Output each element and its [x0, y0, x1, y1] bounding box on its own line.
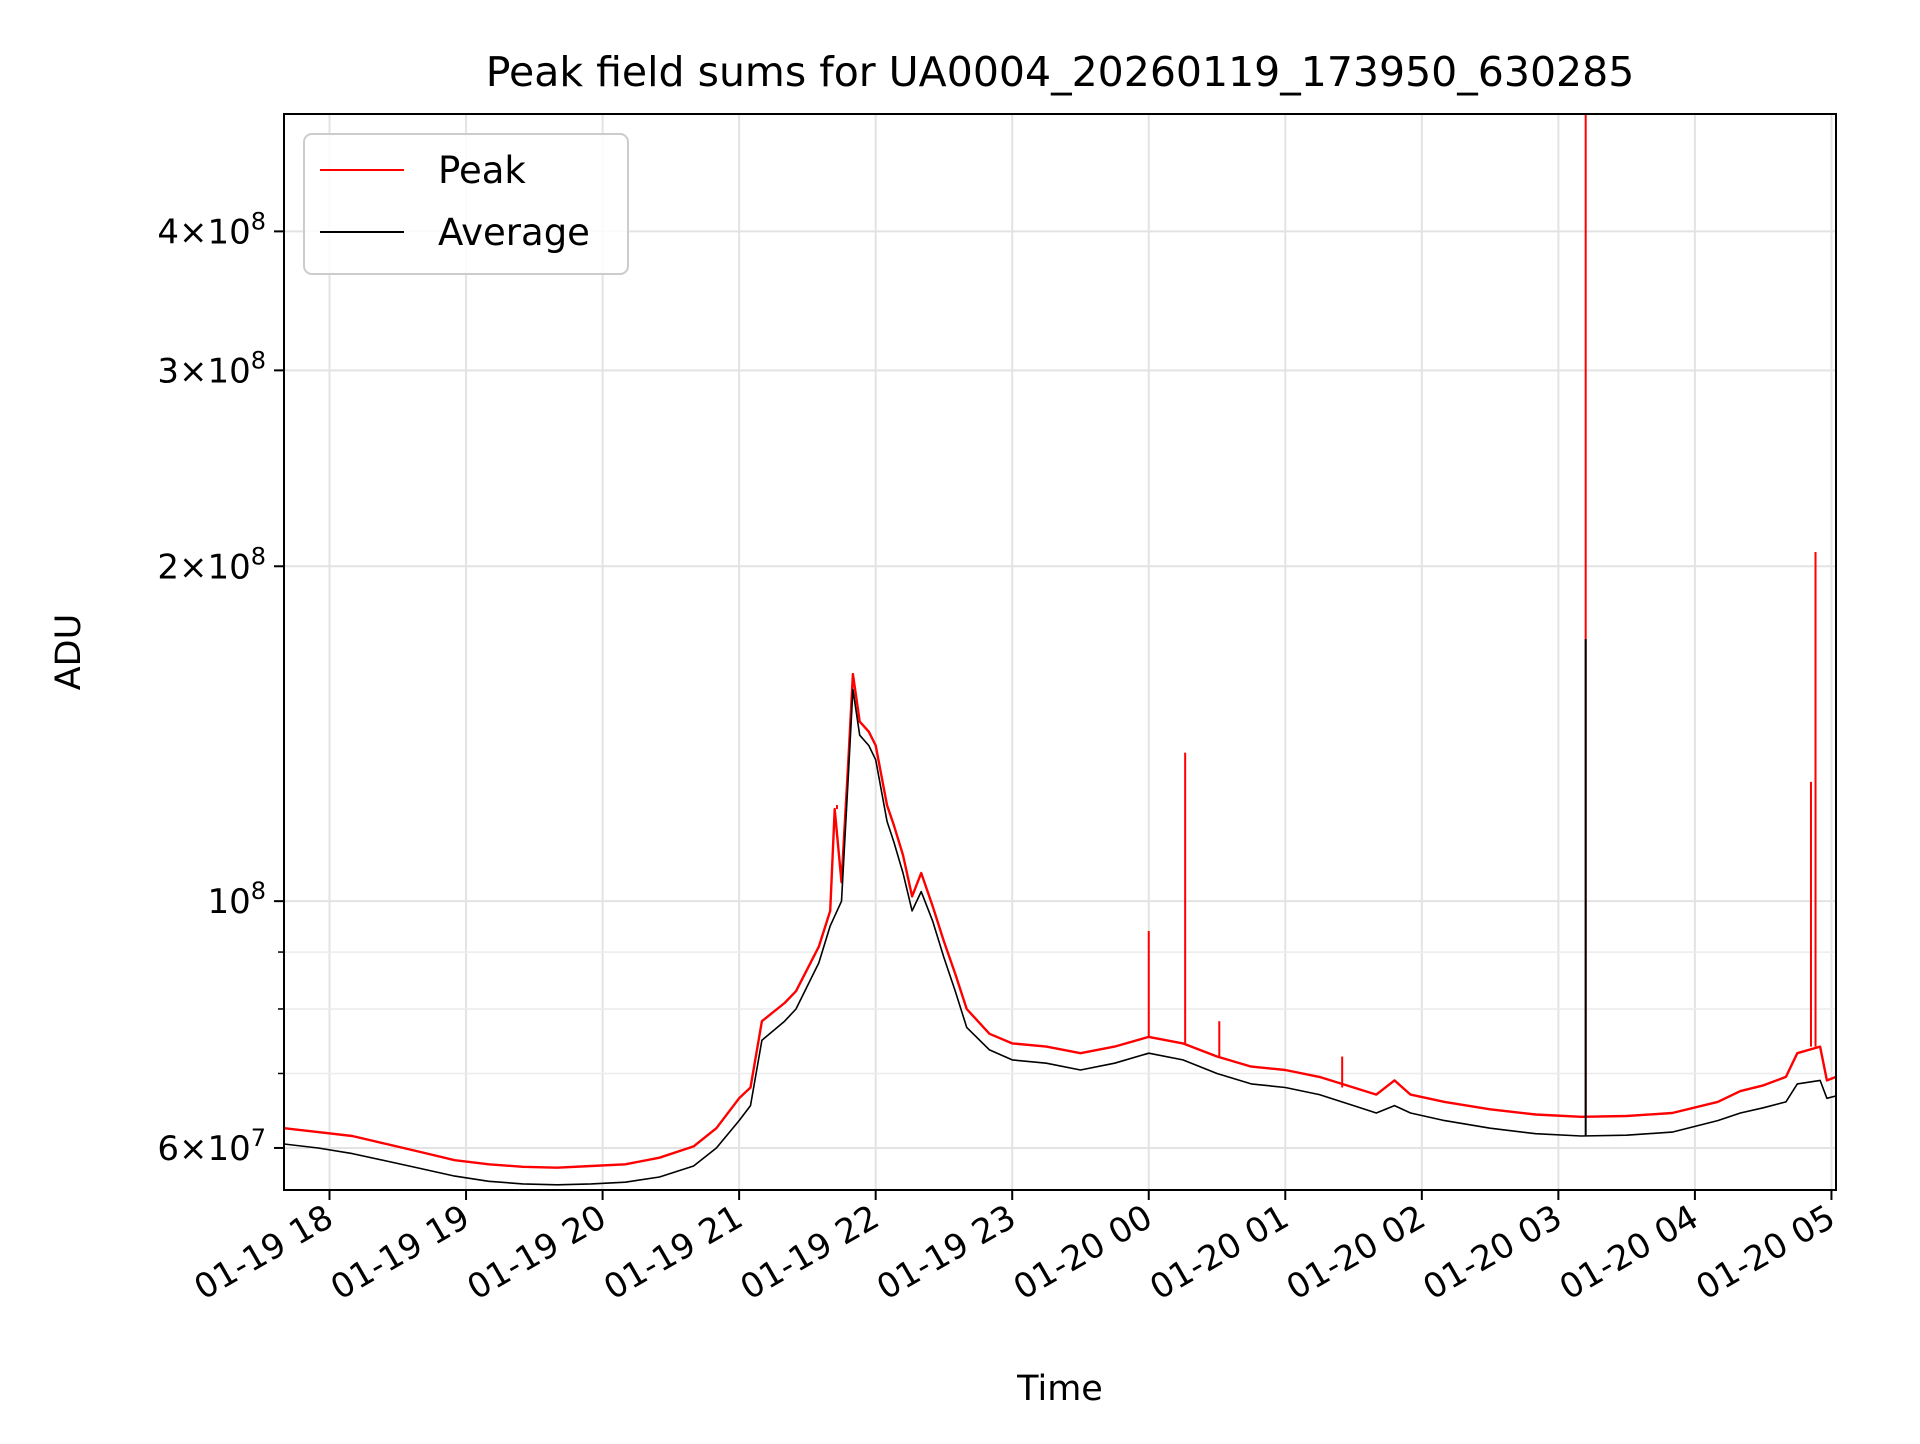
- chart-title: Peak field sums for UA0004_20260119_1739…: [486, 48, 1635, 96]
- y-tick-label: 3×108: [157, 346, 266, 391]
- series-layer: [284, 114, 1836, 1186]
- grid-lines: [284, 114, 1836, 1190]
- y-axis-label: ADU: [49, 614, 89, 691]
- y-axis-ticks: 6×107 108 2×108 3×108 4×108: [157, 207, 284, 1169]
- axes-frame: [283, 113, 1837, 1191]
- legend: Peak Average: [303, 133, 629, 275]
- y-tick-label: 2×108: [157, 542, 266, 587]
- y-tick-label: 6×107: [157, 1124, 266, 1169]
- x-axis-label: Time: [1016, 1369, 1103, 1409]
- legend-label-average: Average: [438, 211, 590, 254]
- y-tick-label: 4×108: [157, 207, 266, 252]
- series-line-average: [284, 688, 1836, 1186]
- series-line-peak: [284, 672, 1836, 1169]
- y-tick-label: 108: [207, 877, 266, 922]
- legend-label-peak: Peak: [438, 149, 526, 192]
- plot-area: [284, 114, 1836, 1186]
